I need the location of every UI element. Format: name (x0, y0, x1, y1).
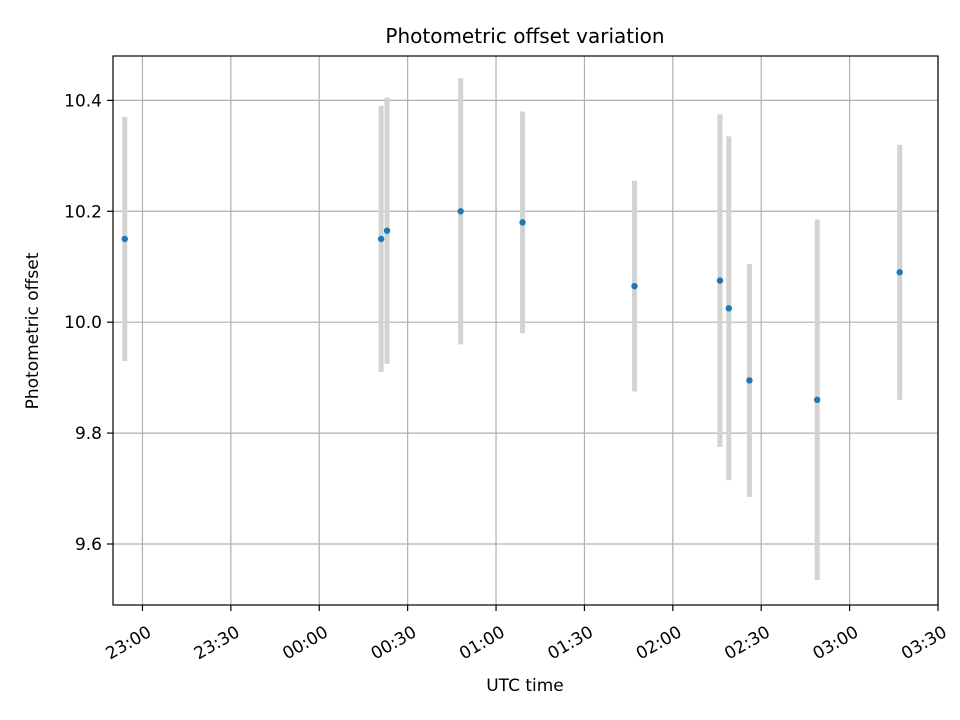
grid-layer (113, 56, 939, 605)
x-tick-label: 02:00 (633, 622, 685, 664)
y-axis-label: Photometric offset (23, 252, 43, 409)
x-tick-label: 02:30 (721, 622, 773, 664)
data-point (813, 396, 821, 404)
chart-title: Photometric offset variation (385, 24, 664, 48)
x-tick-label: 23:30 (191, 622, 243, 664)
data-point (746, 377, 753, 384)
x-axis-label: UTC time (486, 676, 564, 696)
data-point (631, 282, 638, 290)
y-axis-ticks: 9.6 9.8 10.0 10.2 10.4 (64, 91, 113, 555)
x-tick-label: 00:30 (368, 622, 420, 664)
x-tick-label: 00:00 (279, 622, 331, 664)
data-point (121, 235, 128, 243)
data-point (896, 269, 903, 276)
x-tick-label: 01:00 (456, 622, 508, 664)
plot-frame (112, 55, 939, 606)
x-tick-label: 03:30 (898, 622, 950, 664)
point-layer (121, 208, 903, 404)
errorbar-layer (122, 78, 903, 581)
x-tick-label: 23:00 (103, 622, 155, 664)
y-tick-label: 9.6 (75, 535, 102, 555)
y-tick-label: 10.4 (64, 91, 102, 111)
data-point (377, 235, 385, 243)
y-tick-label: 10.0 (64, 313, 102, 333)
data-point (457, 208, 464, 215)
x-tick-label: 01:30 (544, 622, 596, 664)
data-point (383, 227, 391, 234)
y-tick-label: 9.8 (75, 424, 102, 444)
y-tick-label: 10.2 (64, 202, 102, 222)
x-tick-label: 03:00 (810, 622, 862, 664)
data-point (725, 305, 733, 312)
data-point (519, 219, 526, 226)
data-point (716, 277, 724, 284)
x-axis-ticks: 23:00 23:30 00:00 00:30 01:00 01:30 02:00 02:30… (103, 605, 951, 664)
